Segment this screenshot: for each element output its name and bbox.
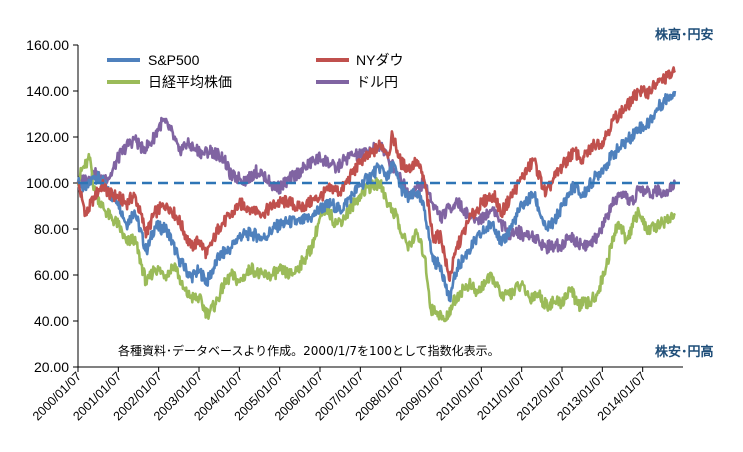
legend: S&P500 NYダウ 日経平均株価 ドル円 — [107, 52, 403, 90]
y-tick-label: 120.00 — [26, 129, 69, 145]
series-line-nikkei — [76, 152, 676, 323]
legend-label-nydow: NYダウ — [356, 52, 403, 68]
corner-label-top: 株高･円安 — [655, 27, 714, 43]
y-tick-label: 160.00 — [26, 37, 69, 53]
y-tick-label: 20.00 — [34, 359, 69, 375]
y-tick-label: 100.00 — [26, 175, 69, 191]
chart-note: 各種資料･データベースより作成。2000/1/7を100として指数化表示。 — [118, 343, 500, 358]
corner-label-bottom: 株安･円高 — [655, 344, 714, 360]
y-tick-label: 40.00 — [34, 313, 69, 329]
legend-label-nikkei: 日経平均株価 — [148, 74, 232, 90]
y-tick-label: 60.00 — [34, 267, 69, 283]
legend-label-usdjpy: ドル円 — [356, 74, 398, 90]
series-line-nydow — [77, 66, 677, 282]
y-tick-label: 80.00 — [34, 221, 69, 237]
series-group — [76, 66, 677, 323]
x-axis-ticks: 2000/01/072001/01/072002/01/072003/01/07… — [30, 367, 649, 423]
y-tick-label: 140.00 — [26, 83, 69, 99]
legend-label-sp500: S&P500 — [148, 52, 200, 68]
y-axis-ticks: 20.00 40.00 60.00 80.00 100.00 120.00 140.00 16… — [26, 37, 78, 375]
